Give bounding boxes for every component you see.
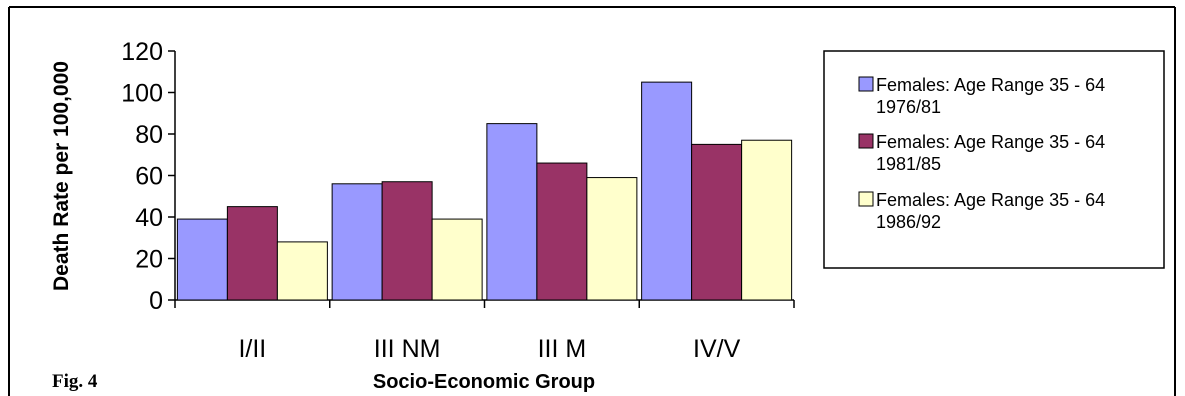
y-tick-label: 20 bbox=[135, 246, 163, 274]
y-tick-label: 100 bbox=[121, 80, 163, 108]
x-tick-label: III M bbox=[538, 335, 587, 363]
bar-2-iv-v bbox=[691, 143, 743, 301]
bar-3-iii-nm bbox=[431, 218, 483, 301]
legend-entry-line1: Females: Age Range 35 - 64 bbox=[876, 132, 1105, 152]
y-tick-label: 0 bbox=[149, 287, 163, 315]
y-tick-label: 60 bbox=[135, 163, 163, 191]
y-ticks: 0 20 40 60 80 100 120 bbox=[121, 38, 175, 315]
legend-entry-line2: 1986/92 bbox=[876, 212, 941, 232]
x-axis-label: Socio-Economic Group bbox=[373, 371, 595, 393]
legend-swatch bbox=[858, 191, 874, 207]
legend-entry-line1: Females: Age Range 35 - 64 bbox=[876, 190, 1105, 210]
legend-box bbox=[823, 50, 1165, 269]
bar-3-i-ii bbox=[276, 241, 328, 301]
bar-3-iii-m bbox=[586, 177, 638, 301]
bar-1-i-ii bbox=[176, 218, 228, 301]
legend-entry-line2: 1976/81 bbox=[876, 97, 941, 117]
bar-2-iii-nm bbox=[381, 181, 433, 301]
bar-2-i-ii bbox=[226, 206, 278, 301]
x-tick-label: I/II bbox=[238, 335, 266, 363]
bar-1-iv-v bbox=[641, 81, 693, 301]
y-axis-label: Death Rate per 100,000 bbox=[50, 61, 73, 291]
y-tick-label: 40 bbox=[135, 204, 163, 232]
bars bbox=[176, 81, 793, 301]
bar-3-iv-v bbox=[741, 139, 793, 301]
x-tick-label: IV/V bbox=[693, 335, 741, 363]
legend-swatch bbox=[858, 76, 874, 92]
bar-1-iii-nm bbox=[331, 183, 383, 301]
bar-1-iii-m bbox=[486, 123, 538, 301]
legend-entry-line1: Females: Age Range 35 - 64 bbox=[876, 75, 1105, 95]
y-tick-label: 80 bbox=[135, 121, 163, 149]
x-ticks bbox=[174, 300, 795, 308]
legend-swatch bbox=[858, 133, 874, 149]
x-tick-label: III NM bbox=[374, 335, 441, 363]
bar-2-iii-m bbox=[536, 162, 588, 301]
x-tick-labels: I/II III NM III M IV/V bbox=[238, 335, 740, 363]
legend-entry-line2: 1981/85 bbox=[876, 154, 941, 174]
legend: Females: Age Range 35 - 641976/81Females… bbox=[858, 75, 1105, 232]
figure-label: Fig. 4 bbox=[52, 371, 98, 392]
y-tick-label: 120 bbox=[121, 38, 163, 66]
